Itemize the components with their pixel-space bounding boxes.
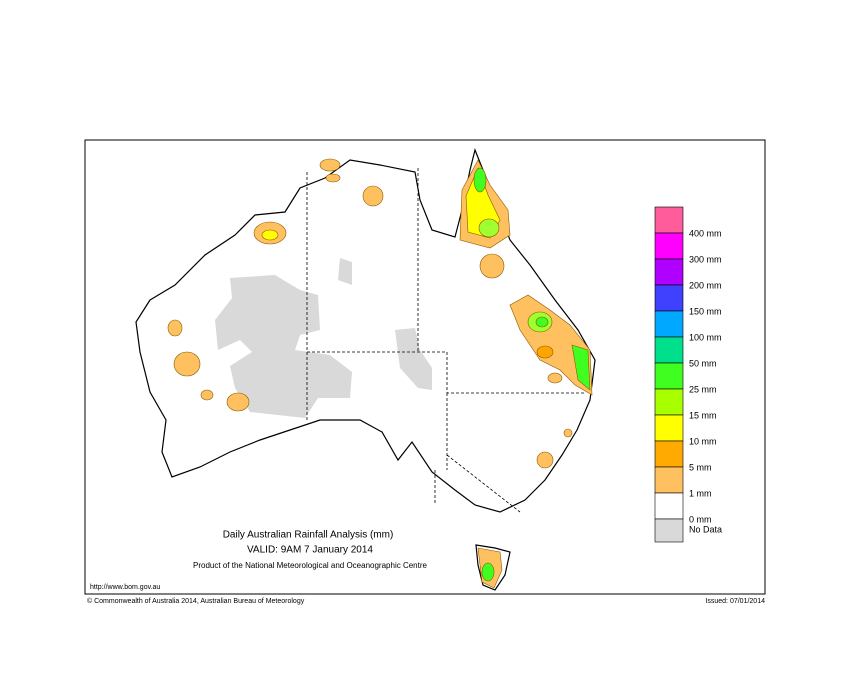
- map-title: Daily Australian Rainfall Analysis (mm): [223, 530, 394, 541]
- product-note: Product of the National Meteorological a…: [193, 561, 427, 570]
- legend-label: 200 mm: [689, 280, 722, 290]
- legend-swatch: [654, 414, 684, 442]
- legend-label: 10 mm: [689, 436, 717, 446]
- valid-time: VALID: 9AM 7 January 2014: [247, 545, 373, 556]
- issued-date: Issued: 07/01/2014: [705, 598, 765, 605]
- rainfall-areas: [167, 158, 593, 589]
- legend-label: 300 mm: [689, 254, 722, 264]
- state-border: [306, 168, 585, 513]
- legend-label: 100 mm: [689, 332, 722, 342]
- source-url: http://www.bom.gov.au: [90, 584, 160, 591]
- legend-label: 0 mm: [689, 514, 712, 524]
- legend-swatch: [654, 336, 684, 364]
- legend-label: 1 mm: [689, 488, 712, 498]
- legend-label: 5 mm: [689, 462, 712, 472]
- legend-swatch: [654, 518, 684, 543]
- legend-swatch: [654, 206, 684, 234]
- australia-map: [135, 148, 596, 591]
- legend-swatch: [654, 492, 684, 520]
- legend-swatch: [654, 284, 684, 312]
- legend-swatch: [654, 232, 684, 260]
- legend-swatch: [654, 310, 684, 338]
- legend-label: No Data: [689, 524, 722, 534]
- legend-swatch: [654, 388, 684, 416]
- legend-swatch: [654, 466, 684, 494]
- legend-label: 400 mm: [689, 228, 722, 238]
- legend-swatch: [654, 258, 684, 286]
- legend-swatch: [654, 362, 684, 390]
- no-data-region: [215, 258, 432, 418]
- legend-swatch: [654, 440, 684, 468]
- legend-label: 150 mm: [689, 306, 722, 316]
- legend-label: 50 mm: [689, 358, 717, 368]
- legend-label: 25 mm: [689, 384, 717, 394]
- legend: 400 mm 300 mm 200 mm 150 mm 100 mm 50 mm 25 mm…: [654, 206, 722, 543]
- legend-label: 15 mm: [689, 410, 717, 420]
- copyright: © Commonwealth of Australia 2014, Austra…: [87, 597, 305, 605]
